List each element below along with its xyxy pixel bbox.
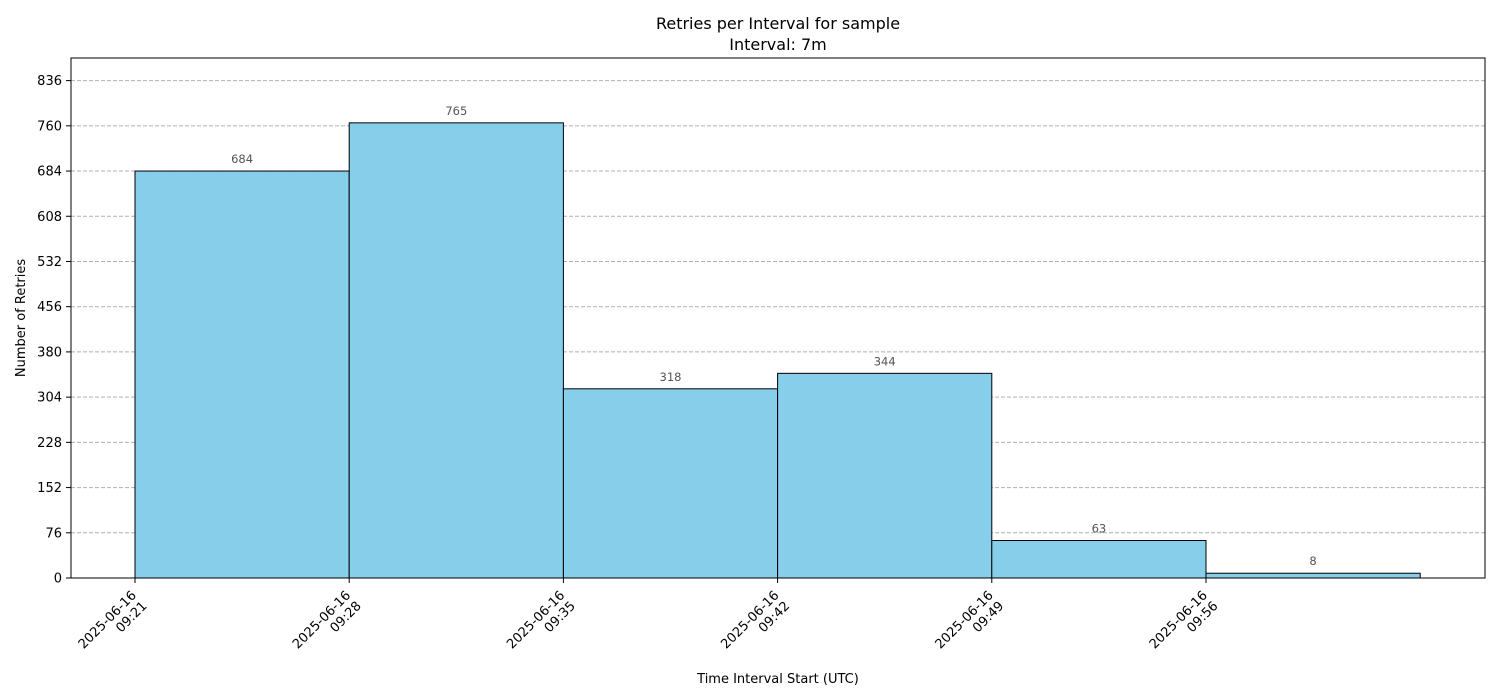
y-tick-label: 760 bbox=[37, 119, 62, 134]
x-tick-label: 2025-06-1609:21 bbox=[76, 588, 151, 663]
bar-value-label: 684 bbox=[231, 152, 253, 166]
bar bbox=[562, 388, 779, 579]
bar-value-labels: 684 765 318 344 63 8 bbox=[231, 104, 1317, 568]
bar-value-label: 63 bbox=[1092, 522, 1107, 536]
x-axis-label: Time Interval Start (UTC) bbox=[696, 672, 859, 687]
bar bbox=[1205, 572, 1421, 579]
y-tick-label: 608 bbox=[37, 210, 62, 225]
y-tick-label: 76 bbox=[45, 526, 62, 541]
x-tick-label: 2025-06-1609:49 bbox=[933, 588, 1008, 663]
y-tick-label: 304 bbox=[37, 391, 62, 406]
y-tick-label: 228 bbox=[37, 436, 62, 451]
y-axis-ticks: 0 76 152 228 304 380 456 532 608 684 760 836 bbox=[37, 74, 71, 587]
y-tick-label: 684 bbox=[37, 165, 62, 180]
bar bbox=[991, 540, 1207, 579]
bar-value-label: 344 bbox=[874, 354, 896, 368]
x-tick-label: 2025-06-1609:42 bbox=[718, 588, 793, 663]
bar-value-label: 765 bbox=[445, 104, 467, 118]
y-tick-label: 152 bbox=[37, 481, 62, 496]
x-tick-label: 2025-06-1609:56 bbox=[1147, 588, 1222, 663]
bar-value-label: 318 bbox=[660, 370, 682, 384]
x-tick-label: 2025-06-1609:28 bbox=[290, 588, 365, 663]
bars bbox=[134, 122, 1421, 579]
y-tick-label: 456 bbox=[37, 300, 62, 315]
bar-value-label: 8 bbox=[1309, 554, 1316, 568]
chart-subtitle: Interval: 7m bbox=[729, 35, 827, 54]
chart-title: Retries per Interval for sample bbox=[656, 14, 900, 33]
y-tick-label: 532 bbox=[37, 255, 62, 270]
x-tick-label: 2025-06-1609:35 bbox=[504, 588, 579, 663]
bar bbox=[134, 170, 350, 579]
y-tick-label: 0 bbox=[54, 572, 62, 587]
y-tick-label: 380 bbox=[37, 345, 62, 360]
y-axis-label: Number of Retries bbox=[14, 259, 29, 378]
x-axis-ticks: 2025-06-1609:21 2025-06-1609:28 2025-06-16… bbox=[76, 578, 1222, 663]
bar bbox=[348, 122, 564, 579]
y-tick-label: 836 bbox=[37, 74, 62, 89]
bar bbox=[777, 372, 993, 579]
